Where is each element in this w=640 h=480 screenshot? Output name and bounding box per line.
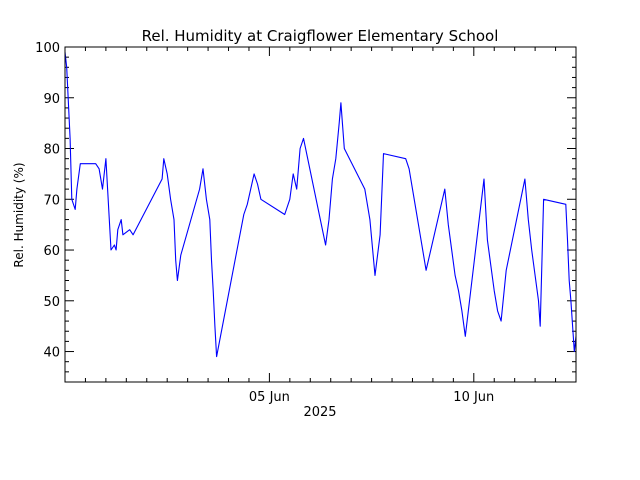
- y-axis-label: Rel. Humidity (%): [12, 162, 26, 267]
- y-tick-label: 50: [43, 295, 60, 310]
- y-tick-label: 60: [43, 244, 60, 259]
- y-tick-label: 70: [43, 193, 60, 208]
- chart-title: Rel. Humidity at Craigflower Elementary …: [142, 27, 499, 45]
- y-tick-label: 100: [35, 41, 60, 56]
- x-axis-label: 2025: [303, 405, 336, 420]
- y-tick-label: 80: [43, 143, 60, 158]
- x-tick-label: 10 Jun: [453, 390, 494, 405]
- y-tick-label: 90: [43, 92, 60, 107]
- plot-frame: [64, 46, 577, 383]
- x-tick-label: 05 Jun: [249, 390, 290, 405]
- humidity-series-line: [64, 52, 577, 358]
- axis-tick-labels: 40 50 60 70 80 90 100 05 Jun 10 Jun: [35, 41, 494, 405]
- y-tick-label: 40: [43, 346, 60, 361]
